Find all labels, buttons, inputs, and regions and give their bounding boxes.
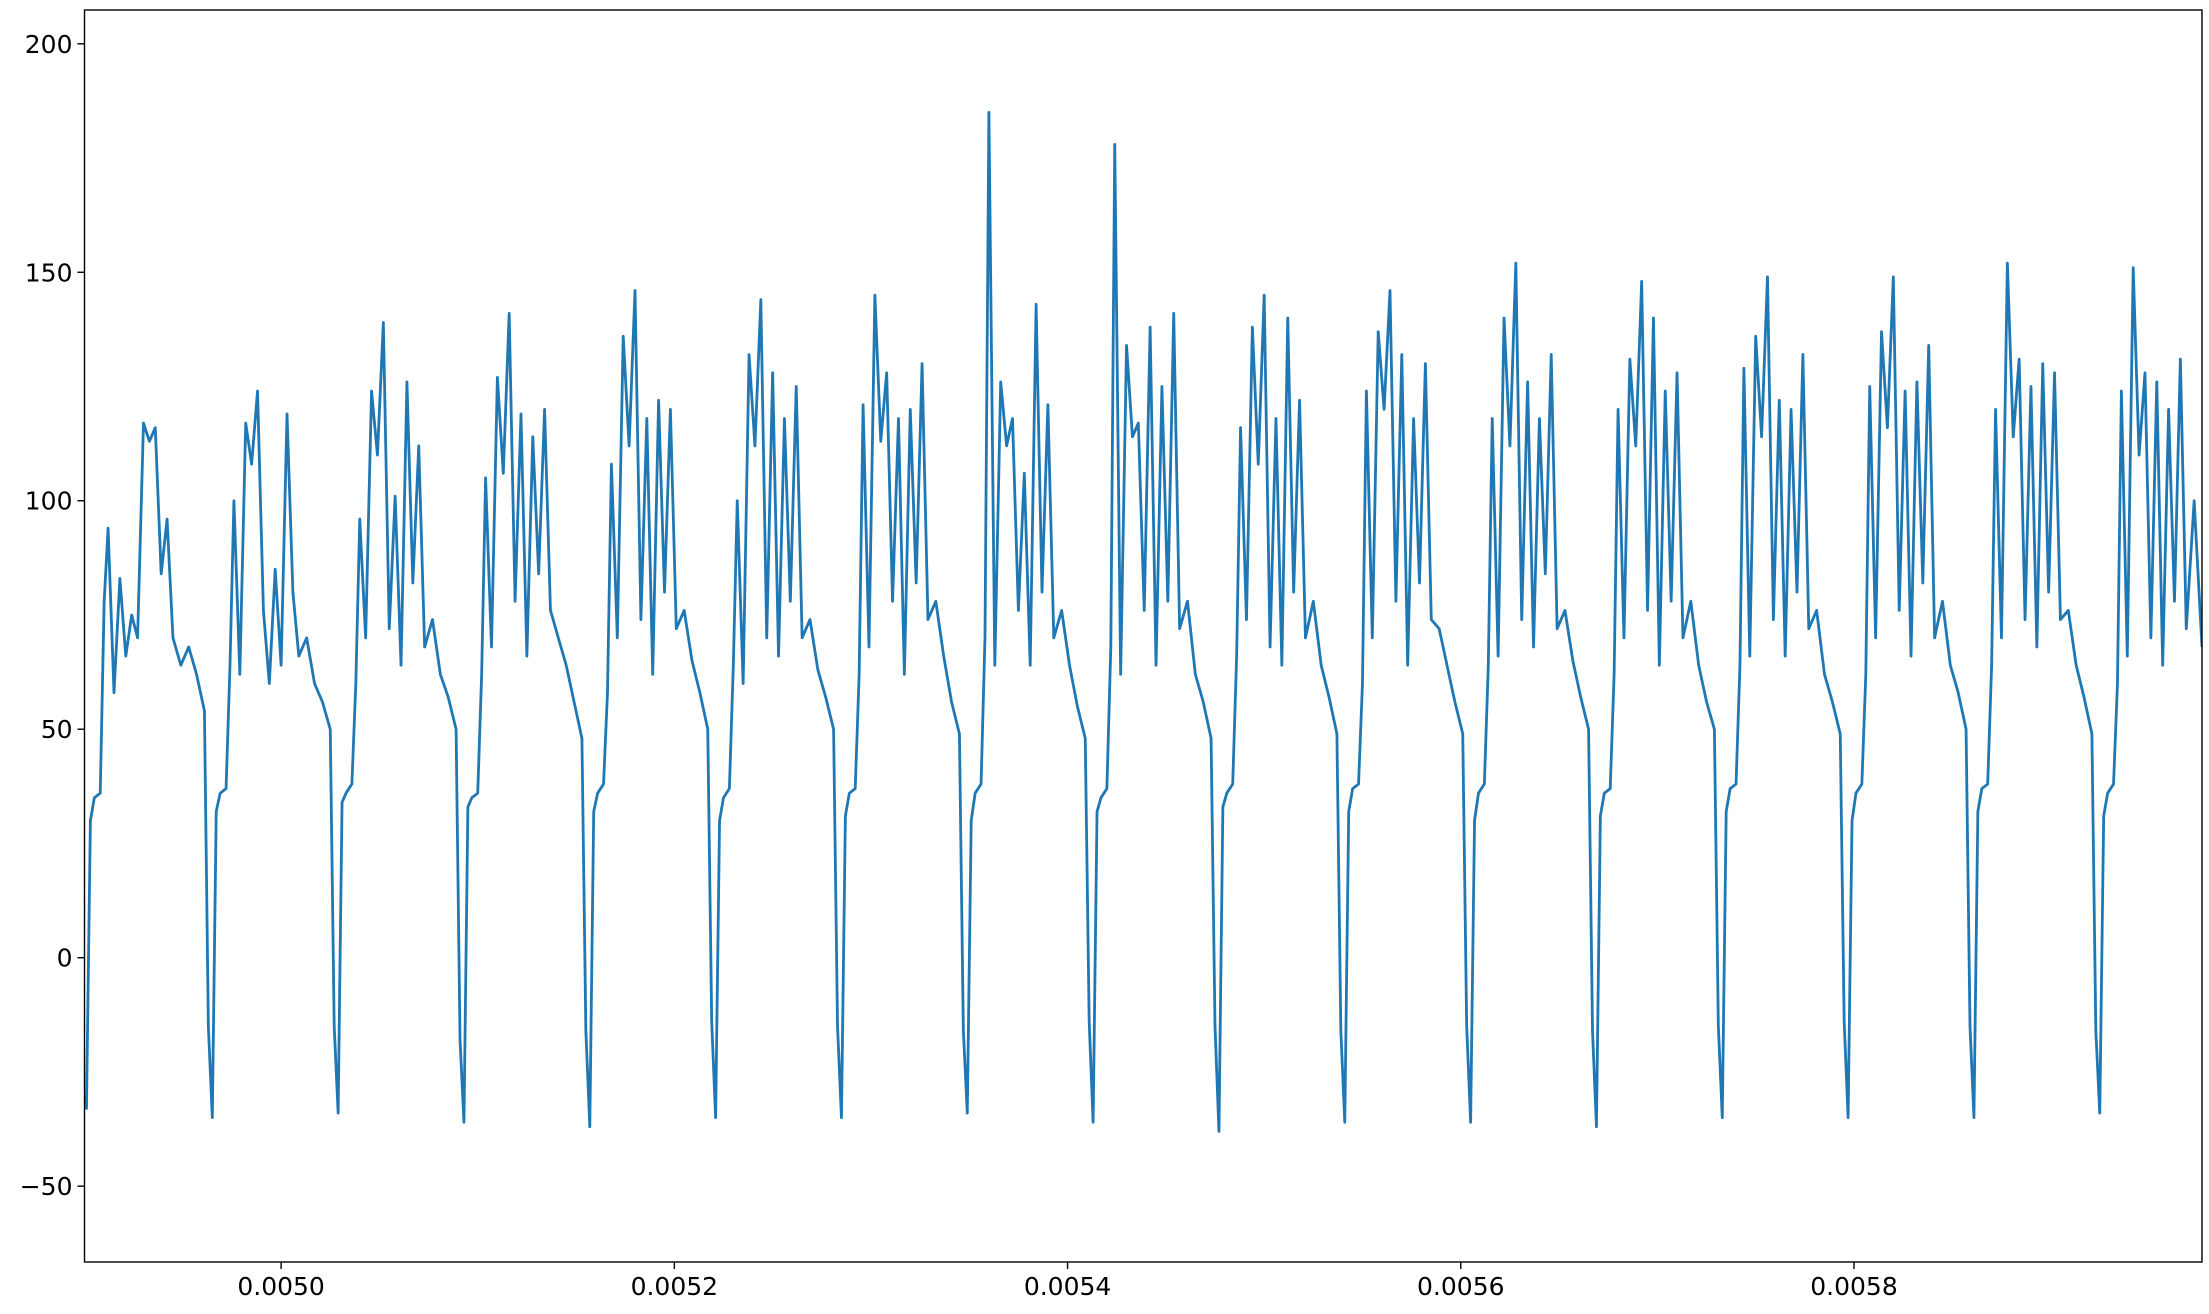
data-line [84, 110, 2202, 1133]
x-tick-label: 0.0054 [1024, 1272, 1111, 1301]
x-tick-label: 0.0050 [237, 1272, 324, 1301]
y-tick-label: 0 [57, 944, 73, 973]
y-tick-label: 200 [25, 30, 73, 59]
y-tick-label: 150 [25, 258, 73, 287]
y-tick-label: 100 [25, 487, 73, 516]
plot-frame [83, 9, 2203, 1263]
y-tick-label: −50 [20, 1172, 73, 1201]
y-tick-label: 50 [41, 715, 73, 744]
x-tick-label: 0.0056 [1417, 1272, 1504, 1301]
x-tick-label: 0.0058 [1810, 1272, 1897, 1301]
x-tick-label: 0.0052 [631, 1272, 718, 1301]
